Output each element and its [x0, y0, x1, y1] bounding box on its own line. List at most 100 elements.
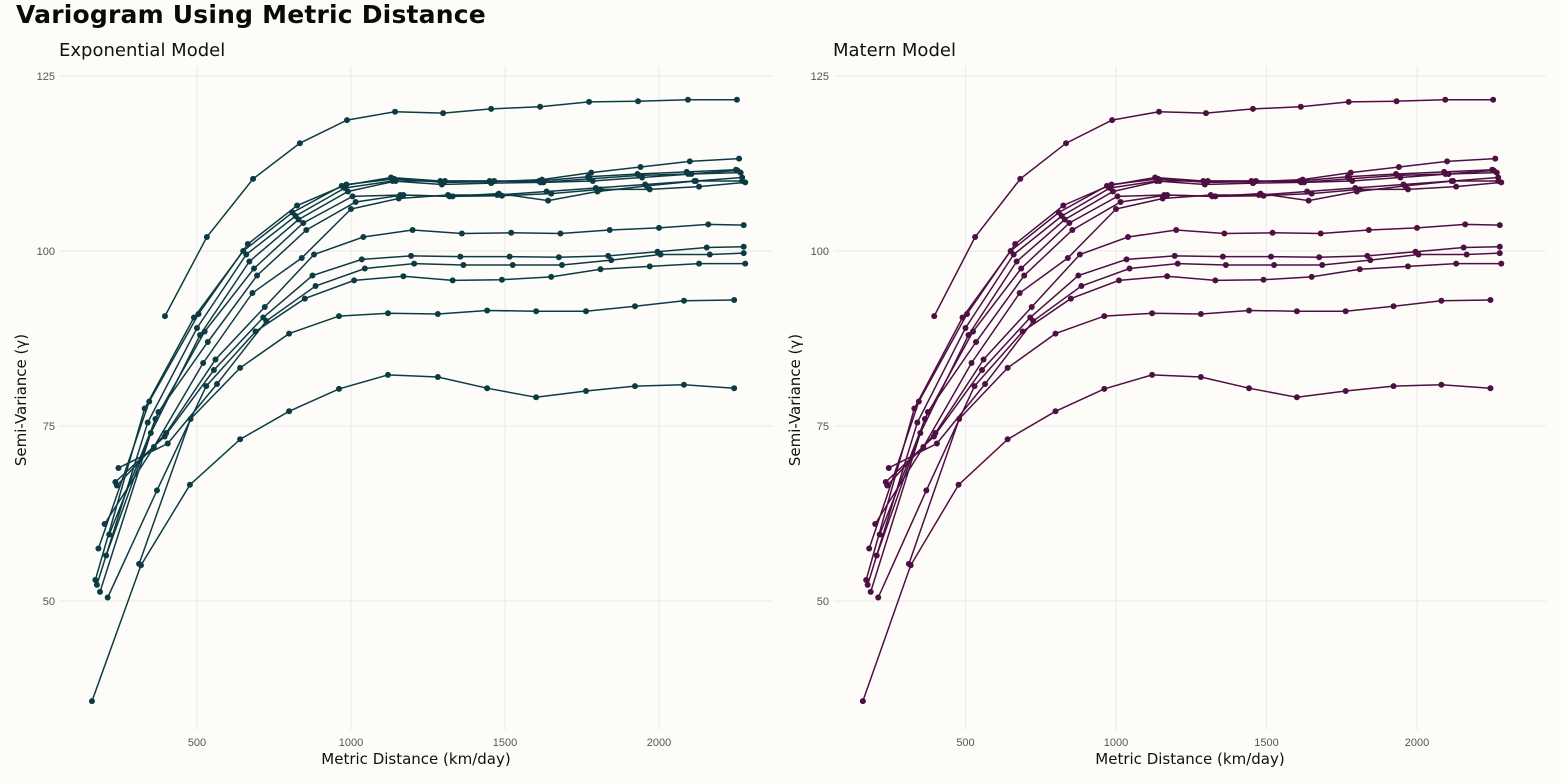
data-point — [1013, 258, 1020, 265]
data-point — [931, 313, 938, 320]
x-axis-title: Metric Distance (km/day) — [1095, 750, 1284, 768]
series-s11 — [885, 250, 1503, 471]
data-point — [506, 253, 513, 260]
data-point — [543, 188, 550, 195]
data-point — [250, 265, 257, 272]
series-line — [99, 171, 741, 593]
data-point — [930, 433, 937, 440]
data-point — [646, 186, 653, 193]
panel-subtitle: Exponential Model — [59, 40, 226, 61]
data-point — [1159, 195, 1166, 202]
data-point — [1249, 105, 1256, 112]
chart-title: Variogram Using Metric Distance — [16, 0, 486, 29]
data-point — [1495, 178, 1502, 184]
data-point — [1069, 227, 1076, 233]
data-point — [311, 251, 318, 258]
data-point — [1293, 394, 1300, 401]
data-point — [1101, 313, 1108, 320]
data-point — [1345, 98, 1352, 105]
data-point — [335, 385, 342, 392]
data-point — [1197, 374, 1204, 380]
series-line — [886, 223, 1500, 487]
data-point — [361, 265, 368, 272]
series-s1 — [161, 96, 740, 320]
x-axis-title: Metric Distance (km/day) — [321, 750, 510, 768]
data-point — [1453, 183, 1460, 190]
data-point — [1308, 273, 1315, 280]
data-point — [312, 283, 319, 289]
data-point — [440, 110, 447, 117]
data-point — [214, 381, 221, 387]
x-tick-label: 1500 — [493, 737, 517, 749]
data-point — [484, 307, 491, 314]
data-point — [343, 117, 350, 124]
data-point — [646, 263, 653, 270]
data-point — [680, 381, 687, 388]
data-point — [1075, 272, 1082, 279]
data-point — [203, 234, 210, 240]
data-point — [1109, 117, 1116, 124]
data-point — [1171, 252, 1178, 259]
series-line — [877, 262, 1502, 598]
data-point — [237, 436, 244, 443]
data-point — [445, 192, 452, 198]
data-point — [1246, 307, 1253, 314]
data-point — [1012, 241, 1019, 247]
series-s11 — [115, 250, 747, 471]
data-point — [703, 244, 710, 251]
data-point — [1352, 185, 1359, 191]
data-point — [736, 155, 743, 162]
y-tick-label: 100 — [811, 246, 829, 258]
data-point — [1448, 178, 1455, 184]
data-point — [1301, 179, 1308, 186]
data-point — [237, 364, 244, 371]
data-point — [1101, 385, 1108, 392]
x-tick-label: 1000 — [339, 737, 363, 749]
data-point — [1149, 371, 1156, 378]
data-point — [1204, 178, 1211, 184]
series-line — [888, 252, 1500, 469]
data-point — [509, 262, 516, 268]
data-point — [731, 297, 738, 303]
data-point — [146, 398, 153, 405]
data-point — [449, 277, 456, 284]
series-s14 — [88, 371, 738, 705]
data-point — [458, 230, 465, 237]
data-point — [409, 227, 416, 233]
data-point — [411, 260, 418, 267]
data-point — [1067, 295, 1074, 302]
data-point — [1173, 227, 1180, 233]
data-point — [201, 328, 208, 335]
data-point — [1492, 155, 1499, 162]
data-point — [1462, 221, 1469, 228]
y-tick-label: 50 — [43, 596, 55, 608]
data-point — [344, 188, 351, 195]
data-point — [968, 360, 975, 366]
data-point — [210, 367, 217, 373]
data-point — [1149, 310, 1156, 317]
data-point — [586, 98, 593, 105]
data-point — [1019, 328, 1026, 335]
data-point — [294, 202, 301, 209]
data-point — [1116, 277, 1123, 284]
data-point — [631, 303, 638, 310]
data-point — [1197, 311, 1204, 317]
data-point — [705, 221, 712, 228]
data-point — [864, 581, 871, 588]
data-point — [537, 103, 544, 110]
data-point — [1016, 290, 1023, 296]
series-line — [869, 171, 1497, 593]
data-point — [875, 594, 882, 601]
data-point — [392, 108, 399, 115]
data-point — [1404, 186, 1411, 193]
data-point — [112, 479, 119, 485]
data-point — [933, 440, 940, 447]
data-point — [1297, 103, 1304, 110]
series-s8 — [101, 178, 746, 527]
data-point — [731, 385, 738, 392]
data-point — [286, 330, 293, 337]
data-point — [1438, 381, 1445, 388]
data-point — [971, 383, 978, 390]
data-point — [1293, 308, 1300, 315]
data-point — [395, 195, 402, 202]
